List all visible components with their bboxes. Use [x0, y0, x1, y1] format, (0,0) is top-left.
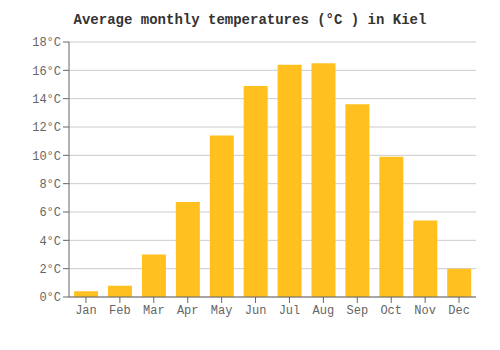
svg-text:Nov: Nov: [414, 304, 436, 318]
svg-text:6°C: 6°C: [39, 206, 61, 220]
svg-text:4°C: 4°C: [39, 235, 61, 249]
svg-text:14°C: 14°C: [32, 93, 61, 107]
svg-text:16°C: 16°C: [32, 65, 61, 79]
html-text:Average monthly temperatures (: Average monthly temperatures (°C ) in Ki…: [73, 12, 427, 28]
svg-text:0°C: 0°C: [39, 291, 61, 305]
svg-text:18°C: 18°C: [32, 36, 61, 50]
svg-text:12°C: 12°C: [32, 121, 61, 135]
svg-text:Dec: Dec: [448, 304, 470, 318]
svg-text:Feb: Feb: [109, 304, 131, 318]
svg-text:Mar: Mar: [143, 304, 165, 318]
svg-text:Jan: Jan: [75, 304, 97, 318]
svg-text:Oct: Oct: [380, 304, 402, 318]
svg-text:May: May: [211, 304, 233, 318]
svg-text:Aug: Aug: [313, 304, 335, 318]
svg-text:8°C: 8°C: [39, 178, 61, 192]
svg-text:Sep: Sep: [346, 304, 368, 318]
svg-text:Apr: Apr: [177, 304, 199, 318]
svg-text:2°C: 2°C: [39, 263, 61, 277]
svg-text:Jun: Jun: [245, 304, 267, 318]
svg-text:Jul: Jul: [279, 304, 301, 318]
svg-text:10°C: 10°C: [32, 150, 61, 164]
